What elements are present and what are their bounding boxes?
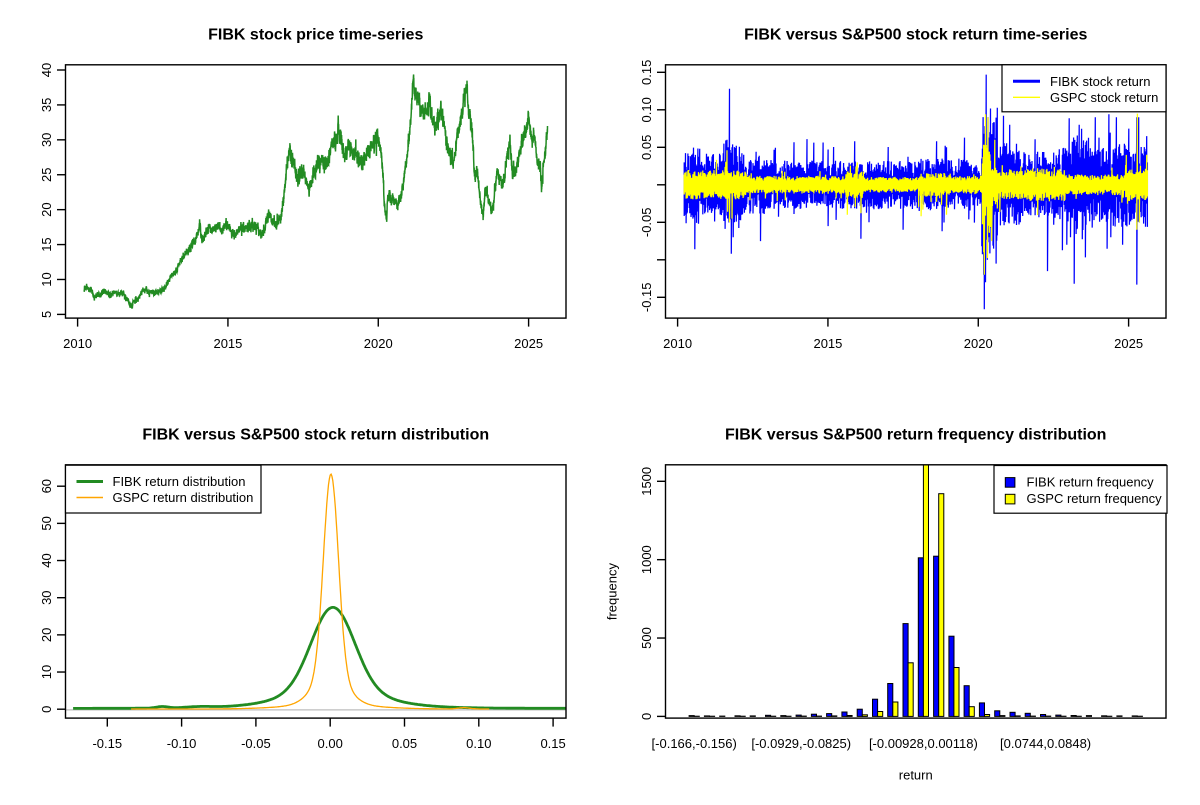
svg-text:2025: 2025 [1114, 336, 1143, 351]
svg-text:2020: 2020 [964, 336, 993, 351]
svg-text:20: 20 [39, 202, 54, 216]
svg-text:[-0.0929,-0.0825): [-0.0929,-0.0825) [751, 736, 851, 751]
svg-text:2015: 2015 [813, 336, 842, 351]
svg-text:35: 35 [39, 98, 54, 112]
svg-text:0.00: 0.00 [318, 736, 343, 751]
svg-text:2010: 2010 [663, 336, 692, 351]
svg-text:FIBK return distribution: FIBK return distribution [113, 474, 246, 489]
svg-text:2015: 2015 [213, 336, 242, 351]
svg-text:25: 25 [39, 168, 54, 182]
svg-text:GSPC return frequency: GSPC return frequency [1027, 491, 1163, 506]
svg-text:50: 50 [39, 516, 54, 530]
svg-text:0.10: 0.10 [466, 736, 491, 751]
svg-text:0.05: 0.05 [639, 135, 654, 160]
svg-text:[0.0744,0.0848): [0.0744,0.0848) [1000, 736, 1091, 751]
svg-text:15: 15 [39, 237, 54, 251]
svg-text:0: 0 [39, 706, 54, 713]
svg-text:FIBK return frequency: FIBK return frequency [1027, 474, 1155, 489]
svg-text:-0.05: -0.05 [639, 207, 654, 237]
svg-text:0.10: 0.10 [639, 97, 654, 122]
svg-text:FIBK versus S&P500 stock retur: FIBK versus S&P500 stock return time-ser… [744, 26, 1087, 43]
svg-text:FIBK versus S&P500 stock retur: FIBK versus S&P500 stock return distribu… [142, 426, 489, 443]
svg-text:[-0.166,-0.156): [-0.166,-0.156) [652, 736, 737, 751]
svg-text:-0.05: -0.05 [241, 736, 271, 751]
svg-text:20: 20 [39, 628, 54, 642]
svg-text:FIBK stock price time-series: FIBK stock price time-series [208, 26, 423, 43]
svg-text:2020: 2020 [364, 336, 393, 351]
svg-text:30: 30 [39, 133, 54, 147]
svg-text:0.15: 0.15 [639, 60, 654, 85]
svg-text:-0.10: -0.10 [167, 736, 197, 751]
svg-text:1500: 1500 [639, 467, 654, 496]
svg-text:60: 60 [39, 479, 54, 493]
svg-text:-0.15: -0.15 [639, 282, 654, 312]
svg-text:FIBK stock return: FIBK stock return [1050, 74, 1150, 89]
svg-text:40: 40 [39, 63, 54, 77]
svg-text:30: 30 [39, 590, 54, 604]
svg-text:[-0.00928,0.00118): [-0.00928,0.00118) [869, 736, 978, 751]
svg-text:GSPC stock return: GSPC stock return [1050, 90, 1158, 105]
svg-text:2010: 2010 [63, 336, 92, 351]
svg-text:-0.15: -0.15 [92, 736, 122, 751]
svg-text:FIBK versus S&P500 return freq: FIBK versus S&P500 return frequency dist… [725, 426, 1106, 443]
svg-text:5: 5 [39, 311, 54, 318]
svg-text:10: 10 [39, 272, 54, 286]
svg-text:1000: 1000 [639, 545, 654, 574]
svg-text:10: 10 [39, 665, 54, 679]
svg-text:40: 40 [39, 553, 54, 567]
svg-text:GSPC return distribution: GSPC return distribution [113, 490, 254, 505]
svg-text:0.05: 0.05 [392, 736, 417, 751]
svg-text:0: 0 [639, 713, 654, 720]
svg-text:frequency: frequency [605, 563, 620, 621]
svg-text:500: 500 [639, 627, 654, 649]
svg-text:0.15: 0.15 [540, 736, 565, 751]
svg-text:return: return [899, 768, 933, 783]
svg-text:2025: 2025 [514, 336, 543, 351]
